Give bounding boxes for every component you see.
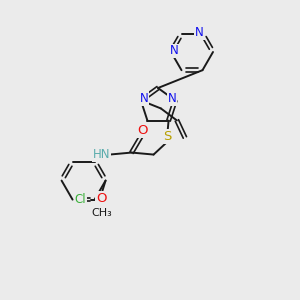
Text: N: N <box>140 92 148 105</box>
Text: O: O <box>96 192 107 205</box>
Text: HN: HN <box>93 148 110 161</box>
Text: O: O <box>137 124 148 137</box>
Text: S: S <box>164 130 172 143</box>
Text: CH₃: CH₃ <box>91 208 112 218</box>
Text: Cl: Cl <box>75 193 86 206</box>
Text: N: N <box>169 44 178 58</box>
Text: N: N <box>168 92 176 105</box>
Text: N: N <box>195 26 204 39</box>
